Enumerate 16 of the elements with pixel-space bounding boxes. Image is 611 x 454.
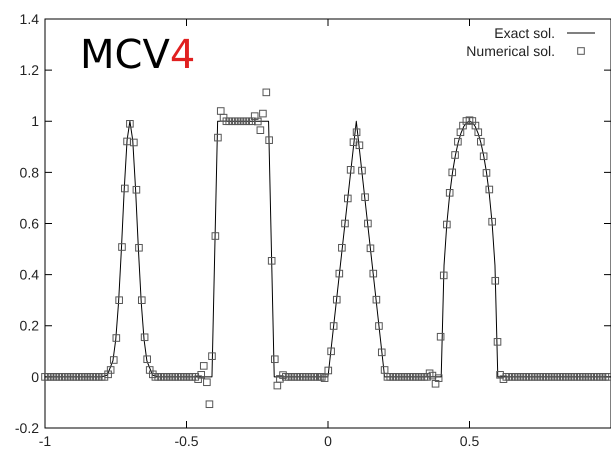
y-tick-label: -0.2 xyxy=(14,420,40,436)
chart-title: MCV4 xyxy=(80,32,196,78)
y-tick-label: 1 xyxy=(31,113,40,130)
y-tick-label: 0.8 xyxy=(20,164,40,180)
y-tick-label: 0.6 xyxy=(20,215,40,232)
x-tick-label: -0.5 xyxy=(174,433,199,449)
y-tick-label: 0 xyxy=(31,368,40,385)
y-tick-label: 0.2 xyxy=(20,318,40,334)
y-tick-label: 1.4 xyxy=(20,10,40,27)
x-tick-label: 0 xyxy=(324,433,332,449)
y-tick-label: 0.4 xyxy=(20,266,40,283)
x-tick-label: 0.5 xyxy=(460,433,480,449)
legend-label: Numerical sol. xyxy=(466,42,555,59)
y-tick-label: 1.2 xyxy=(20,62,40,78)
x-tick-label: -1 xyxy=(38,433,52,449)
legend-label: Exact sol. xyxy=(494,24,555,41)
